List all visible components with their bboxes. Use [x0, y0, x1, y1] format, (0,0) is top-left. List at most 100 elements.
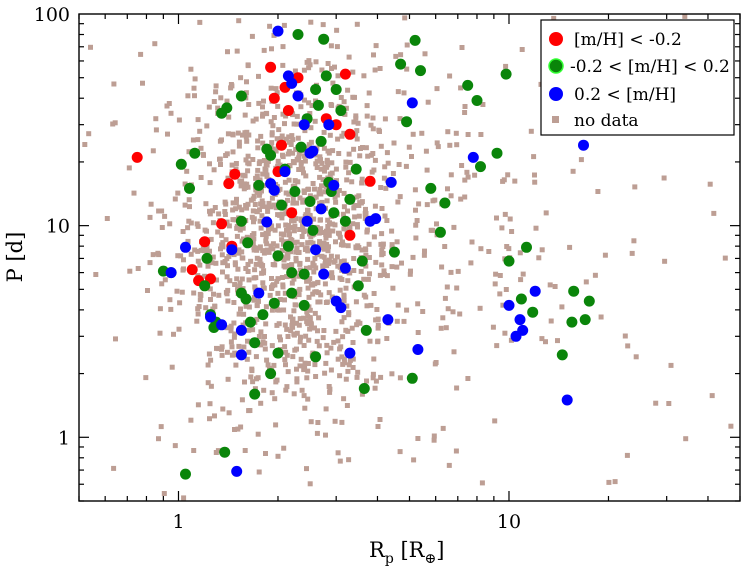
no-data-point	[552, 284, 558, 289]
no-data-point	[208, 236, 214, 242]
no-data-point	[263, 238, 269, 244]
no-data-point	[330, 228, 336, 234]
no-data-point	[292, 302, 298, 308]
no-data-point	[207, 286, 213, 292]
no-data-point	[451, 224, 457, 230]
no-data-point	[307, 316, 313, 322]
no-data-point	[338, 259, 344, 265]
no-data-point	[339, 419, 345, 425]
no-data-point	[343, 285, 349, 291]
no-data-point	[323, 406, 329, 412]
no-data-point	[275, 276, 281, 282]
no-data-point	[324, 198, 330, 204]
no-data-point	[283, 387, 289, 393]
no-data-point	[325, 223, 331, 229]
no-data-point	[258, 225, 264, 231]
no-data-point	[273, 86, 279, 92]
no-data-point	[295, 179, 301, 185]
data-point	[249, 388, 261, 400]
no-data-point	[367, 338, 373, 344]
no-data-point	[287, 231, 292, 237]
no-data-point	[434, 86, 440, 92]
no-data-point	[198, 292, 204, 298]
no-data-point	[138, 51, 144, 57]
no-data-point	[202, 248, 207, 254]
no-data-point	[371, 234, 377, 240]
no-data-point	[242, 130, 248, 136]
no-data-point	[250, 327, 256, 333]
no-data-point	[320, 177, 326, 183]
data-point	[344, 128, 356, 140]
no-data-point	[271, 115, 277, 120]
no-data-point	[407, 271, 413, 277]
data-point	[352, 280, 364, 292]
no-data-point	[197, 262, 203, 268]
no-data-point	[273, 422, 279, 428]
no-data-point	[172, 196, 178, 202]
no-data-point	[317, 299, 323, 305]
data-point	[186, 264, 198, 276]
no-data-point	[321, 145, 327, 151]
no-data-point	[412, 187, 418, 193]
no-data-point	[251, 245, 257, 251]
no-data-point	[317, 186, 323, 192]
no-data-point	[271, 32, 277, 38]
no-data-point	[276, 127, 282, 133]
no-data-point	[294, 239, 300, 245]
no-data-point	[322, 281, 328, 287]
no-data-point	[217, 156, 223, 162]
data-point	[199, 280, 211, 292]
no-data-point	[375, 424, 381, 429]
data-point	[500, 68, 512, 80]
no-data-point	[425, 99, 431, 105]
no-data-point	[306, 276, 311, 282]
no-data-point	[205, 380, 211, 386]
no-data-point	[307, 326, 313, 332]
no-data-point	[278, 136, 284, 141]
no-data-point	[312, 310, 318, 316]
no-data-point	[356, 203, 362, 208]
no-data-point	[213, 89, 219, 95]
no-data-point	[143, 375, 149, 381]
no-data-point	[378, 374, 384, 380]
no-data-point	[379, 262, 385, 268]
no-data-point	[349, 179, 355, 185]
no-data-point	[308, 19, 314, 25]
no-data-point	[311, 216, 317, 222]
legend-label-solar-metallicity: -0.2 < [m/H] < 0.2	[570, 57, 730, 77]
no-data-point	[275, 223, 281, 229]
no-data-point	[195, 137, 201, 143]
no-data-point	[273, 379, 279, 385]
no-data-point	[330, 80, 336, 86]
no-data-point	[223, 153, 229, 158]
no-data-point	[327, 132, 333, 138]
no-data-point	[662, 258, 668, 264]
no-data-point	[159, 281, 165, 287]
no-data-point	[195, 311, 201, 317]
no-data-point	[606, 479, 612, 485]
no-data-point	[268, 226, 274, 232]
no-data-point	[113, 336, 118, 342]
no-data-point	[318, 191, 324, 197]
no-data-point	[264, 162, 270, 168]
y-axis-label: P [d]	[3, 232, 27, 283]
data-point	[401, 116, 413, 128]
no-data-point	[457, 311, 463, 317]
no-data-point	[592, 272, 598, 278]
no-data-point	[413, 222, 419, 228]
no-data-point	[230, 207, 236, 213]
no-data-point	[330, 148, 336, 154]
no-data-point	[306, 58, 312, 64]
no-data-point	[322, 370, 328, 376]
data-point	[184, 182, 195, 194]
no-data-point	[88, 44, 93, 50]
no-data-point	[377, 129, 382, 134]
no-data-point	[519, 47, 525, 52]
no-data-point	[202, 227, 208, 233]
no-data-point	[191, 448, 197, 453]
no-data-point	[520, 271, 526, 277]
no-data-point	[291, 308, 297, 314]
no-data-point	[238, 183, 244, 189]
no-data-point	[258, 329, 264, 335]
no-data-point	[598, 314, 604, 320]
